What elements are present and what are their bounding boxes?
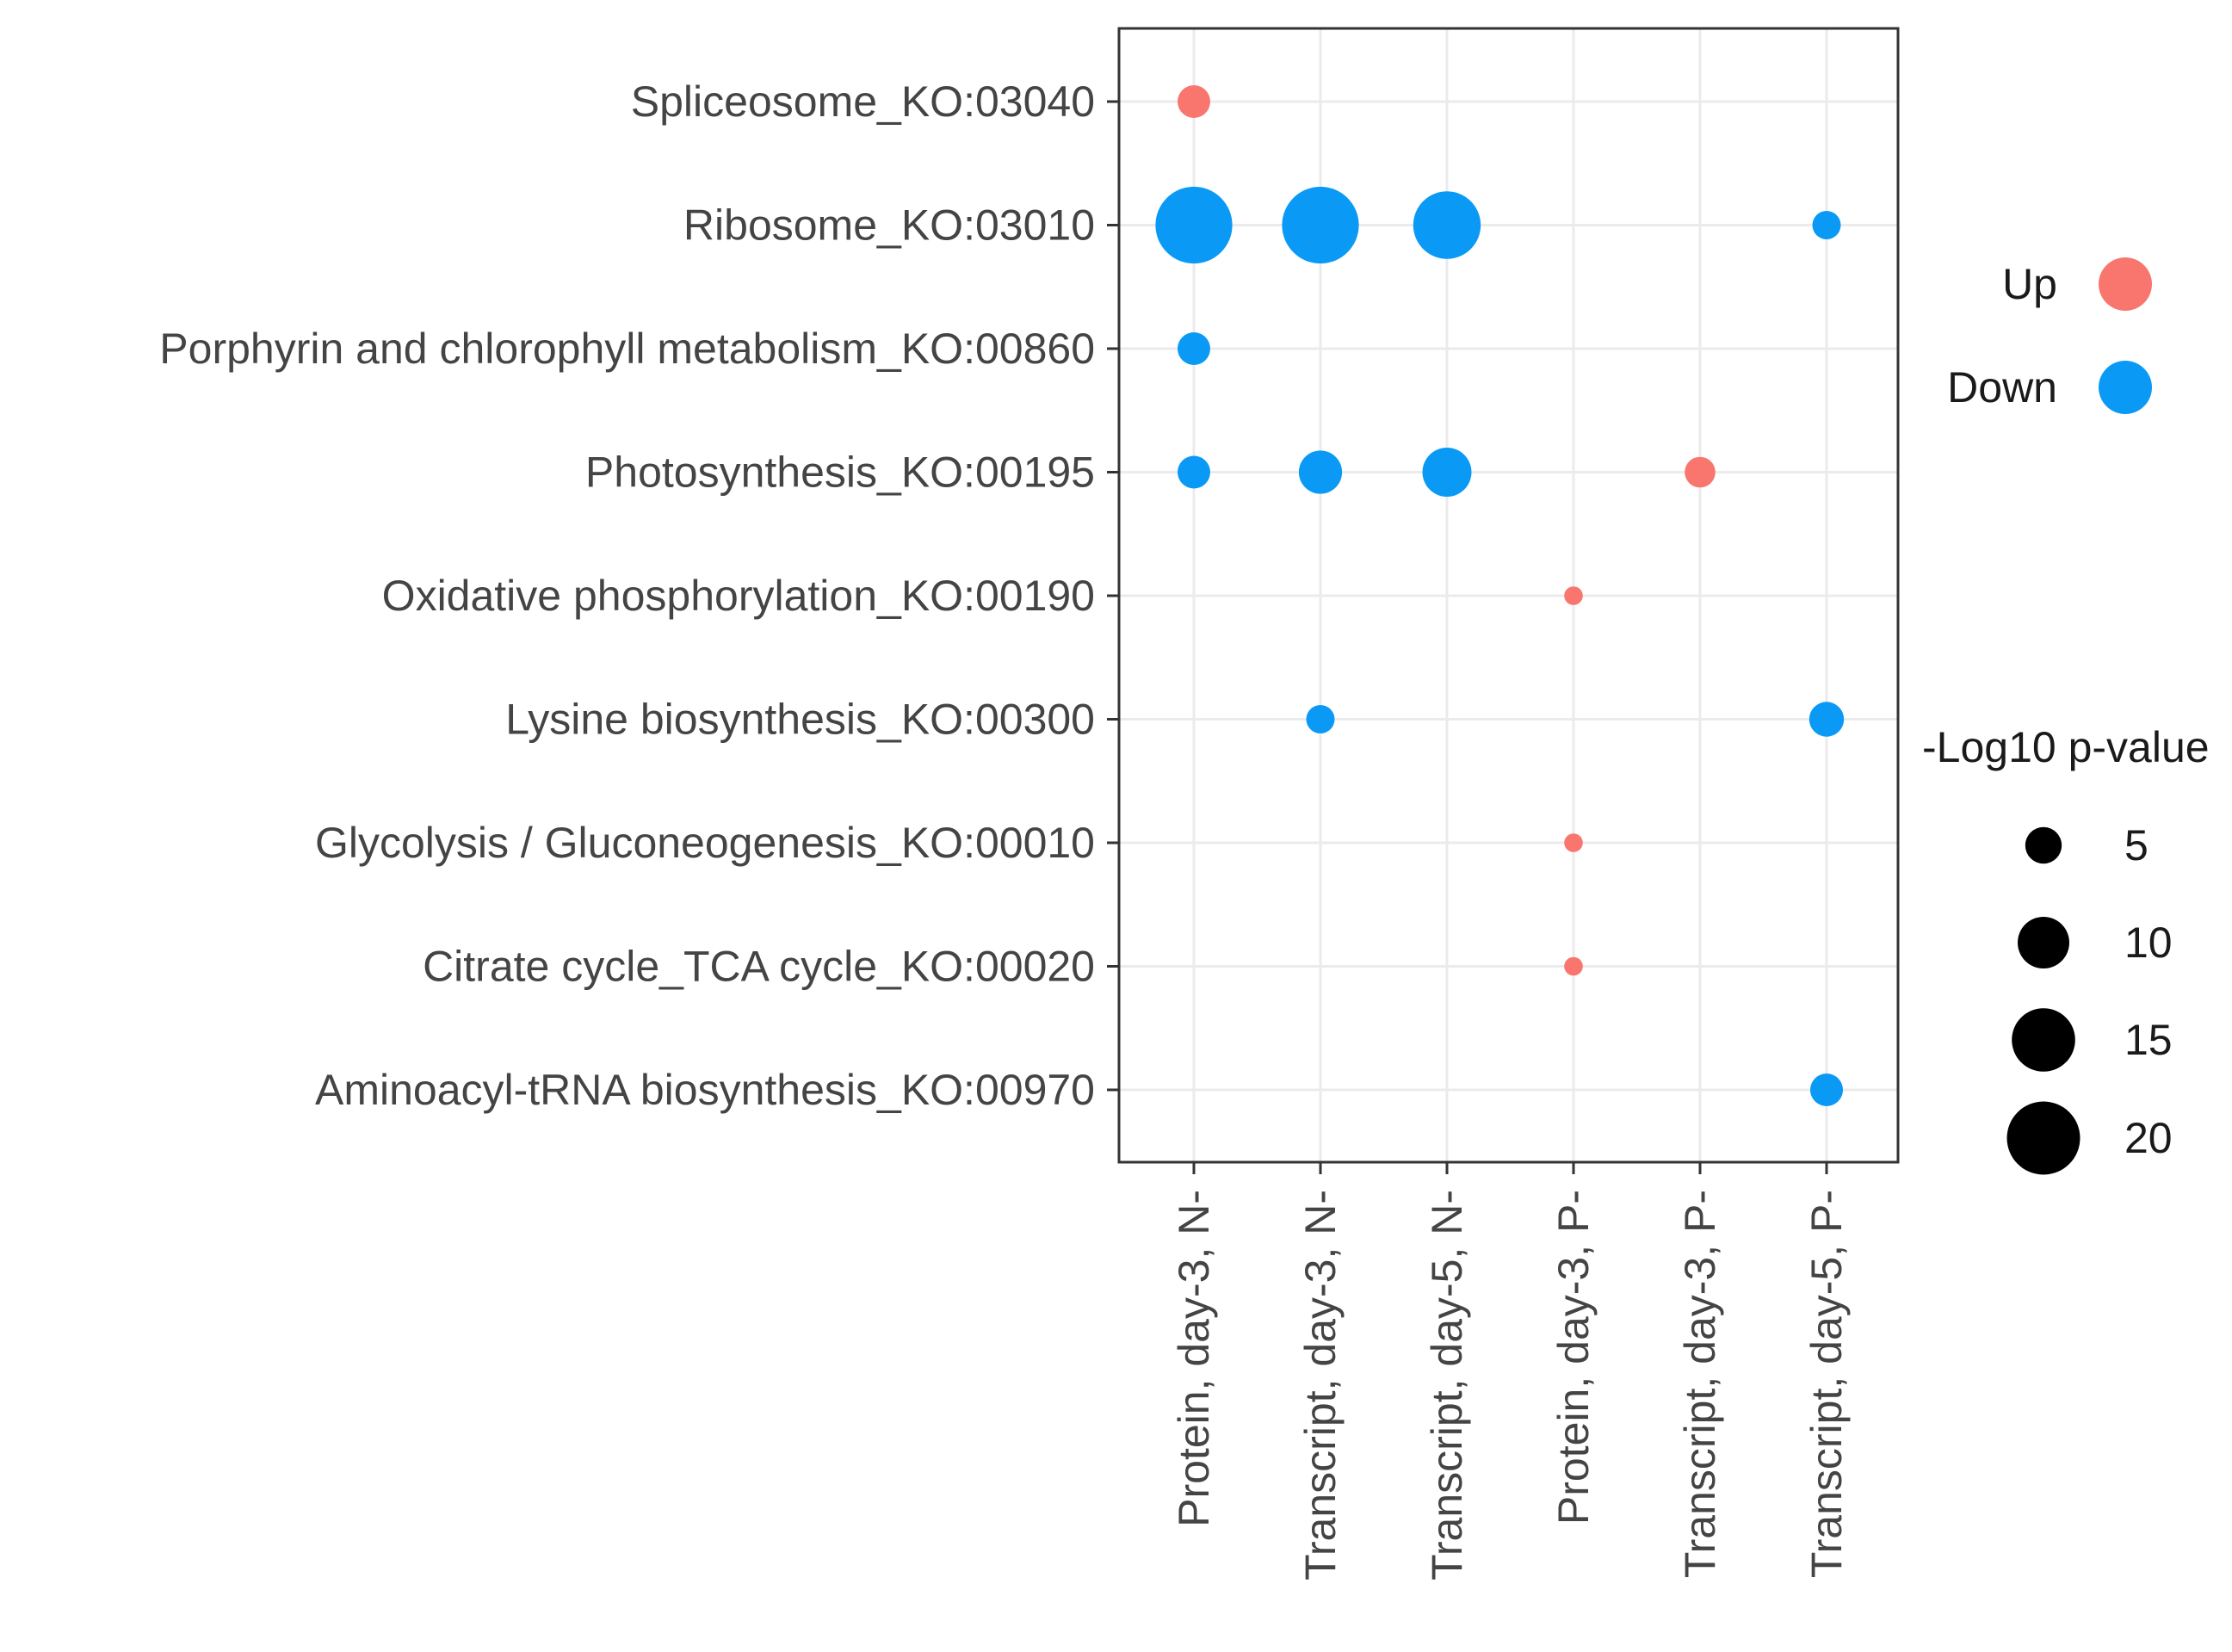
x-tick-label: Transcript, day-5, P- [1802,1190,1851,1578]
x-tick-label: Transcript, day-3, N- [1296,1190,1345,1581]
data-point [1564,586,1583,605]
size-legend-title: -Log10 p-value [1922,723,2210,771]
x-tick-label: Protein, day-3, P- [1549,1190,1598,1525]
color-legend-label: Down [1947,363,2057,411]
size-legend-key [2012,1008,2075,1072]
data-point [1564,956,1583,976]
color-legend-key [2099,361,2152,414]
data-points [1155,85,1845,1106]
y-tick-label: Ribosome_KO:03010 [683,201,1095,250]
size-legend-key [2006,1101,2081,1175]
data-point [1298,450,1343,494]
data-point [1810,1073,1843,1106]
size-legend: -Log10 p-value 5 10 15 20 [1922,723,2210,1175]
size-legend-label: 5 [2124,821,2149,869]
data-point [1155,186,1233,264]
data-point [1178,455,1210,489]
data-point [1685,456,1716,488]
size-legend-key [2018,917,2069,968]
y-axis: Spliceosome_KO:03040 Ribosome_KO:03010 Por… [159,77,1119,1114]
data-point [1808,702,1845,737]
y-tick-label: Spliceosome_KO:03040 [631,77,1095,126]
size-legend-label: 15 [2124,1016,2173,1064]
data-point [1564,833,1583,852]
data-point [1413,191,1481,259]
y-tick-label: Oxidative phosphorylation_KO:00190 [382,572,1095,620]
y-tick-label: Aminoacyl-tRNA biosynthesis_KO:00970 [315,1066,1095,1114]
x-tick-label: Transcript, day-5, N- [1423,1190,1471,1581]
data-point [1422,448,1472,497]
data-point [1282,186,1359,264]
size-legend-key [2025,826,2062,864]
y-tick-label: Citrate cycle_TCA cycle_KO:00020 [423,943,1095,991]
data-point [1812,211,1841,239]
y-tick-label: Porphyrin and chlorophyll metabolism_KO:… [159,325,1095,373]
size-legend-label: 20 [2124,1114,2173,1162]
x-tick-label: Protein, day-3, N- [1170,1190,1218,1527]
y-tick-label: Photosynthesis_KO:00195 [585,449,1095,497]
color-legend-label: Up [2002,260,2057,308]
color-legend: Up Down [1947,257,2152,414]
color-legend-key [2099,257,2152,311]
x-axis: Protein, day-3, N- Transcript, day-3, N- T… [1170,1162,1851,1581]
y-tick-label: Lysine biosynthesis_KO:00300 [505,696,1095,744]
data-point [1178,332,1210,365]
y-tick-label: Glycolysis / Gluconeogenesis_KO:00010 [315,819,1095,867]
data-point [1178,85,1210,118]
size-legend-label: 10 [2124,919,2173,967]
data-point [1306,705,1335,733]
x-tick-label: Transcript, day-3, P- [1676,1190,1724,1578]
